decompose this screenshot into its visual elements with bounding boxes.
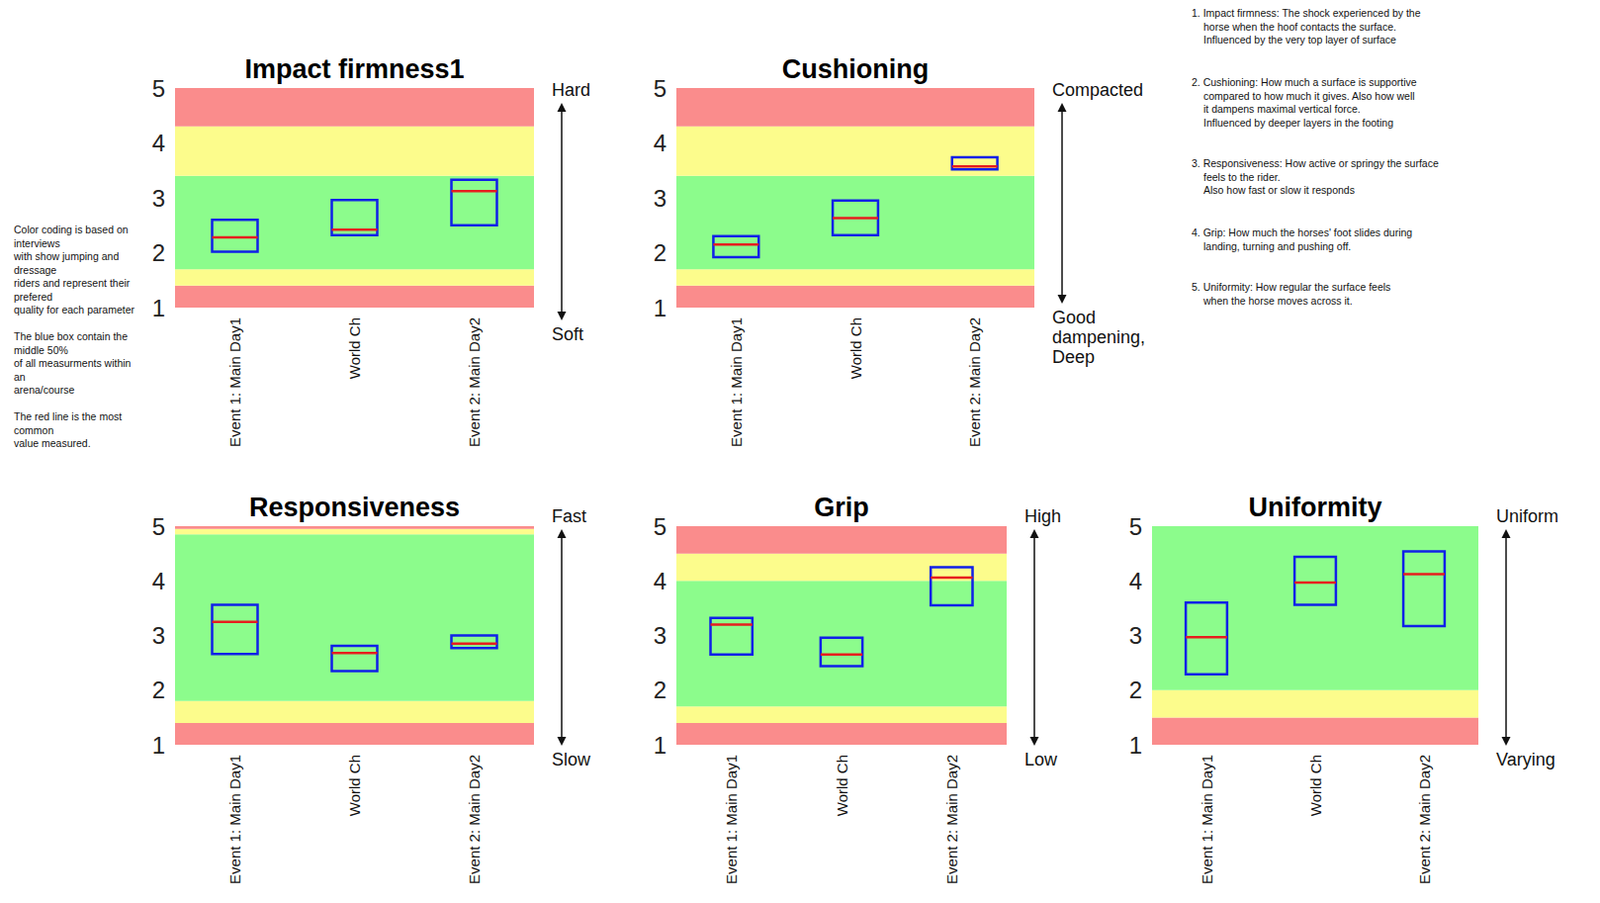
html-text:5. Uniformity: How regular the: 5. Uniformity: How regular the surface f…: [1191, 280, 1391, 293]
html-text:4. Grip: How much the horses': 4. Grip: How much the horses' foot slide…: [1191, 226, 1413, 239]
html-text:dressage: dressage: [13, 263, 57, 276]
html-text:compared to how much it gives.: compared to how much it gives. Also how …: [1203, 89, 1415, 102]
html-text:Color coding is based on: Color coding is based on: [13, 223, 129, 236]
svg-text:Responsiveness: Responsiveness: [249, 492, 460, 523]
svg-text:Event 1: Main Day1: Event 1: Main Day1: [226, 754, 244, 885]
svg-text:Event 1: Main Day1: Event 1: Main Day1: [226, 317, 244, 447]
html-text:Fast: Fast: [551, 506, 587, 527]
html-text:1. Impact firmness: The shock: 1. Impact firmness: The shock experience…: [1191, 6, 1421, 19]
svg-text:4: 4: [653, 129, 667, 157]
html-text:it dampens maximal vertical fo: it dampens maximal vertical force.: [1203, 102, 1361, 115]
html-text:Hard: Hard: [551, 80, 591, 100]
svg-text:3: 3: [152, 622, 166, 649]
svg-text:Event 2: Main Day2: Event 2: Main Day2: [943, 754, 961, 885]
svg-text:World Ch: World Ch: [847, 317, 865, 379]
html-text:3. Responsiveness: How active: 3. Responsiveness: How active or springy…: [1191, 157, 1439, 170]
html-text:interviews: interviews: [13, 236, 61, 249]
svg-text:3: 3: [1129, 622, 1143, 649]
html-text:an: an: [13, 370, 26, 383]
svg-text:2: 2: [1129, 676, 1143, 704]
html-text:when the horse moves across it: when the horse moves across it.: [1203, 294, 1353, 307]
html-text:arena/course: arena/course: [13, 383, 75, 396]
html-text:Slow: Slow: [551, 749, 591, 770]
html-text:value measured.: value measured.: [13, 437, 91, 449]
html-text:The red line is the most: The red line is the most: [13, 410, 122, 423]
svg-text:Event 2: Main Day2: Event 2: Main Day2: [1416, 754, 1433, 885]
svg-text:4: 4: [653, 567, 667, 595]
svg-text:Event 2: Main Day2: Event 2: Main Day2: [465, 317, 483, 447]
svg-text:1: 1: [152, 294, 166, 322]
svg-text:World Ch: World Ch: [833, 754, 851, 816]
svg-text:2: 2: [653, 676, 667, 704]
svg-text:2: 2: [653, 239, 667, 267]
svg-text:Event 2: Main Day2: Event 2: Main Day2: [465, 754, 483, 885]
svg-text:2: 2: [152, 676, 166, 704]
svg-text:World Ch: World Ch: [346, 754, 363, 816]
html-text:High: High: [1024, 506, 1062, 527]
svg-text:Grip: Grip: [813, 492, 870, 523]
html-text:prefered: prefered: [13, 290, 53, 303]
svg-text:5: 5: [152, 513, 166, 540]
html-text:feels to the rider.: feels to the rider.: [1203, 170, 1281, 183]
svg-text:5: 5: [653, 75, 667, 102]
svg-text:Event 1: Main Day1: Event 1: Main Day1: [727, 317, 745, 447]
svg-text:World Ch: World Ch: [346, 317, 363, 379]
svg-text:5: 5: [1129, 513, 1143, 540]
svg-text:5: 5: [152, 75, 166, 102]
svg-text:Impact firmness1: Impact firmness1: [244, 54, 464, 85]
html-text:of all measurments within: of all measurments within: [13, 356, 132, 369]
html-text:Low: Low: [1024, 749, 1058, 770]
svg-text:4: 4: [152, 567, 166, 595]
html-text:Uniform: Uniform: [1496, 506, 1559, 527]
html-text:middle 50%: middle 50%: [13, 343, 69, 356]
html-text:with show jumping and: with show jumping and: [13, 250, 119, 263]
html-text:The blue box contain the: The blue box contain the: [13, 330, 128, 343]
svg-text:1: 1: [1129, 731, 1143, 759]
svg-text:5: 5: [653, 513, 667, 540]
svg-text:Uniformity: Uniformity: [1248, 492, 1383, 523]
html-text:Compacted: Compacted: [1052, 80, 1144, 100]
html-text:Good dampening, Deep: Good dampening, Deep: [1052, 307, 1146, 367]
svg-text:3: 3: [653, 184, 667, 212]
svg-text:Event 2: Main Day2: Event 2: Main Day2: [966, 317, 983, 447]
svg-text:1: 1: [653, 731, 667, 759]
svg-text:Cushioning: Cushioning: [782, 54, 929, 85]
html-text:landing, turning and pushing o: landing, turning and pushing off.: [1203, 239, 1352, 252]
svg-text:World Ch: World Ch: [1307, 754, 1325, 816]
svg-text:Event 1: Main Day1: Event 1: Main Day1: [722, 754, 740, 885]
svg-text:3: 3: [653, 622, 667, 649]
html-text:quality for each parameter: quality for each parameter: [13, 303, 135, 316]
svg-text:1: 1: [152, 731, 166, 759]
svg-text:Event 1: Main Day1: Event 1: Main Day1: [1198, 754, 1216, 885]
html-text:riders and represent their: riders and represent their: [13, 276, 130, 289]
svg-text:1: 1: [653, 294, 667, 322]
html-text:common: common: [13, 423, 54, 436]
html-text:Influenced by the very top lay: Influenced by the very top layer of surf…: [1203, 33, 1397, 46]
svg-text:4: 4: [1129, 567, 1143, 595]
html-text:Influenced by deeper layers in: Influenced by deeper layers in the footi…: [1203, 116, 1394, 129]
html-text:Also how fast or slow it respo: Also how fast or slow it responds: [1203, 183, 1355, 196]
html-text:Soft: Soft: [551, 324, 584, 345]
html-text:Varying: Varying: [1496, 749, 1556, 770]
svg-text:2: 2: [152, 239, 166, 267]
html-text:horse when the hoof contacts t: horse when the hoof contacts the surface…: [1203, 20, 1397, 33]
svg-text:4: 4: [152, 129, 166, 157]
html-text:2. Cushioning: How much a surf: 2. Cushioning: How much a surface is sup…: [1191, 76, 1417, 89]
svg-text:3: 3: [152, 184, 166, 212]
